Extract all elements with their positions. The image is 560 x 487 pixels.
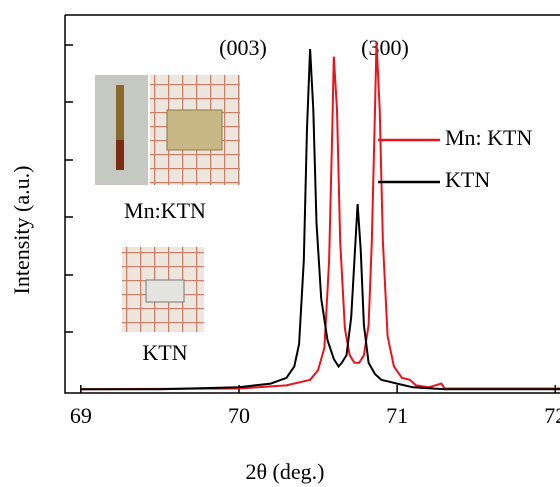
annotation: (003) <box>219 35 267 60</box>
y-axis-label: Intensity (a.u.) <box>9 166 34 295</box>
data-line <box>80 48 560 391</box>
photo-mn-ktn <box>95 75 240 185</box>
photo-ktn <box>122 247 204 332</box>
annotation: (300) <box>361 35 409 60</box>
x-tick-label: 70 <box>228 403 250 428</box>
data-line <box>80 41 560 391</box>
x-tick-label: 71 <box>386 403 408 428</box>
x-tick-label: 69 <box>70 403 92 428</box>
inset-label: KTN <box>142 340 187 365</box>
x-tick-label: 72 <box>544 403 560 428</box>
inset-label: Mn:KTN <box>124 198 206 223</box>
legend-label: KTN <box>445 167 490 192</box>
axes-frame <box>64 14 560 394</box>
legend-label: Mn: KTN <box>445 125 533 150</box>
x-axis-label: 2θ (deg.) <box>246 459 325 484</box>
y-minor-ticks <box>65 44 73 333</box>
